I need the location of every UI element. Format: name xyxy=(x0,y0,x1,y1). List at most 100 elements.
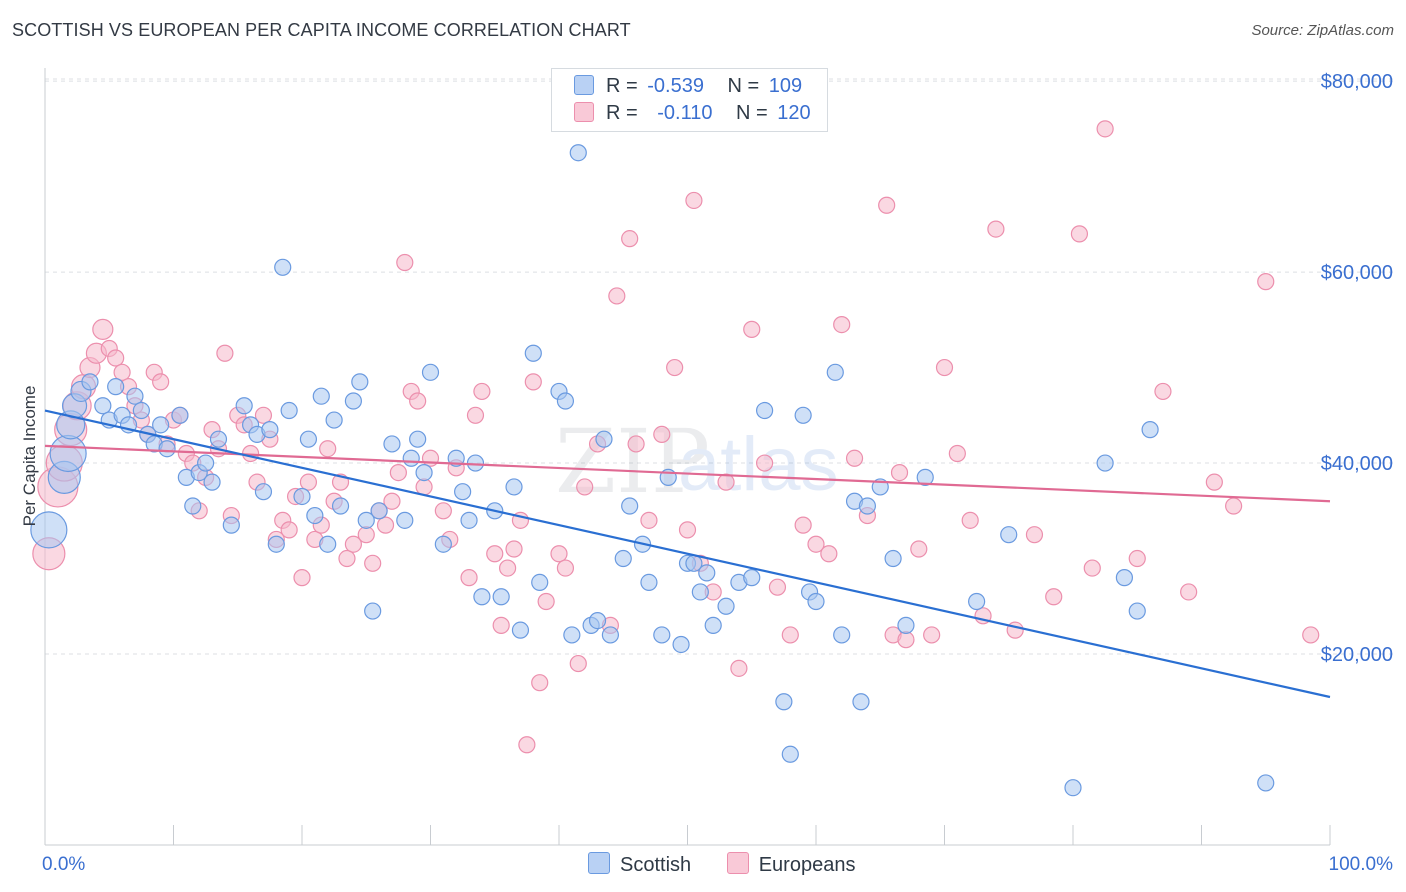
point-scottish xyxy=(319,535,337,553)
point-scottish xyxy=(672,635,690,654)
point-europeans xyxy=(396,253,414,272)
point-scottish xyxy=(293,487,311,506)
point-scottish xyxy=(473,588,491,606)
point-scottish xyxy=(222,516,240,534)
point-europeans xyxy=(1128,549,1146,568)
point-scottish xyxy=(306,506,324,525)
point-scottish xyxy=(1141,421,1159,439)
legend-r-value: -0.539 xyxy=(647,75,704,97)
point-europeans xyxy=(621,230,639,248)
point-europeans xyxy=(1225,497,1243,515)
point-europeans xyxy=(1180,583,1198,601)
legend-n-value: 120 xyxy=(777,102,811,124)
point-europeans xyxy=(935,358,954,377)
point-europeans xyxy=(92,318,114,340)
point-europeans xyxy=(1083,559,1101,577)
point-scottish xyxy=(126,387,144,405)
point-scottish xyxy=(49,434,87,473)
point-scottish xyxy=(184,497,202,515)
point-scottish xyxy=(171,406,189,424)
y-tick-label: $60,000 xyxy=(1321,262,1393,284)
point-europeans xyxy=(794,516,812,534)
point-scottish xyxy=(312,387,330,405)
point-scottish xyxy=(698,564,716,582)
point-europeans xyxy=(389,463,407,482)
point-scottish xyxy=(833,626,851,644)
point-scottish xyxy=(396,511,414,529)
point-europeans xyxy=(492,616,510,634)
point-scottish xyxy=(152,416,170,434)
y-tick-label: $40,000 xyxy=(1321,453,1393,475)
point-europeans xyxy=(897,631,915,649)
point-scottish xyxy=(884,549,902,568)
point-scottish xyxy=(299,430,318,448)
point-scottish xyxy=(81,373,99,391)
point-scottish xyxy=(968,592,986,611)
point-scottish xyxy=(94,397,112,415)
point-europeans xyxy=(357,526,375,544)
legend-n-value: 109 xyxy=(768,75,803,97)
point-europeans xyxy=(434,502,452,520)
legend-swatch-scottish xyxy=(574,75,594,95)
point-scottish xyxy=(569,144,587,162)
point-scottish xyxy=(556,392,575,410)
point-scottish xyxy=(274,258,292,276)
legend-r-label: R = xyxy=(606,102,638,124)
legend-item-scottish[interactable]: Scottish xyxy=(588,852,691,877)
point-europeans xyxy=(910,540,928,558)
point-scottish xyxy=(415,463,433,482)
point-europeans xyxy=(608,287,626,305)
point-europeans xyxy=(338,549,356,568)
point-europeans xyxy=(537,592,555,611)
series-scottish-points xyxy=(30,144,1275,797)
point-scottish xyxy=(1128,602,1146,620)
point-scottish xyxy=(704,616,722,634)
x-tick-label-max: 100.0% xyxy=(1329,854,1394,875)
point-scottish xyxy=(30,511,68,549)
point-europeans xyxy=(890,463,909,482)
point-scottish xyxy=(775,693,793,711)
legend-swatch-scottish xyxy=(588,852,610,874)
point-europeans xyxy=(1025,526,1044,544)
legend-swatch-europeans xyxy=(574,102,594,122)
point-scottish xyxy=(743,569,761,587)
point-scottish xyxy=(505,478,523,496)
point-scottish xyxy=(325,411,343,429)
point-europeans xyxy=(293,569,311,587)
point-europeans xyxy=(550,545,568,563)
legend-item-europeans[interactable]: Europeans xyxy=(726,852,855,877)
point-europeans xyxy=(466,406,485,424)
point-scottish xyxy=(1257,774,1275,792)
point-scottish xyxy=(421,363,440,381)
point-scottish xyxy=(1096,454,1114,472)
point-scottish xyxy=(640,573,658,592)
point-europeans xyxy=(415,478,433,496)
point-europeans xyxy=(653,425,671,444)
point-scottish xyxy=(807,592,825,611)
point-scottish xyxy=(794,406,812,424)
point-scottish xyxy=(614,549,632,568)
y-axis-label: Per Capita Income xyxy=(20,386,39,527)
point-scottish xyxy=(383,435,401,453)
point-scottish xyxy=(1064,779,1082,797)
point-scottish xyxy=(1000,526,1018,544)
point-europeans xyxy=(1045,588,1063,606)
point-europeans xyxy=(556,559,575,577)
point-scottish xyxy=(511,621,530,639)
point-europeans xyxy=(364,554,382,572)
point-europeans xyxy=(460,569,478,587)
point-scottish xyxy=(858,497,877,515)
point-europeans xyxy=(569,654,587,673)
point-europeans xyxy=(807,535,825,553)
point-scottish xyxy=(267,535,285,553)
axes xyxy=(44,68,1331,846)
point-europeans xyxy=(473,382,491,401)
point-europeans xyxy=(1257,273,1275,291)
legend-n-label: N = xyxy=(727,75,760,97)
legend-label-scottish: Scottish xyxy=(620,854,692,876)
x-tick-labels: 0.0% 100.0% xyxy=(42,854,1393,875)
point-scottish xyxy=(897,616,915,634)
point-scottish xyxy=(454,483,472,501)
point-europeans xyxy=(299,473,318,491)
point-scottish xyxy=(653,626,671,644)
